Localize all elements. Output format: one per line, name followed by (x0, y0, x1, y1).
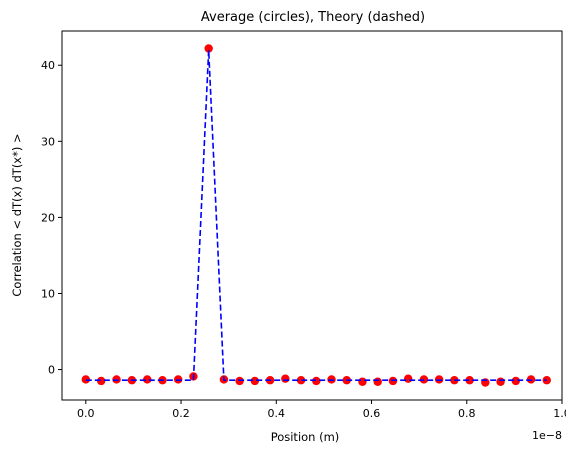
x-tick-label: 0.6 (363, 407, 381, 420)
x-tick-label: 0.0 (77, 407, 95, 420)
x-tick-label: 0.8 (458, 407, 476, 420)
y-axis-label: Correlation < dT(x) dT(x*) > (10, 133, 24, 296)
average-point (358, 377, 367, 386)
y-tick-label: 40 (41, 59, 55, 72)
x-offset-label: 1e−8 (532, 429, 562, 442)
chart-title: Average (circles), Theory (dashed) (201, 10, 425, 25)
x-tick-label: 0.2 (172, 407, 190, 420)
y-tick-label: 30 (41, 135, 55, 148)
x-tick-label: 0.4 (268, 407, 286, 420)
average-point (143, 375, 152, 384)
average-point (250, 376, 260, 386)
average-point (511, 376, 521, 386)
average-point (204, 44, 213, 53)
average-point (96, 376, 106, 386)
plot-frame (61, 30, 563, 401)
y-tick-label: 20 (41, 211, 55, 224)
average-point (373, 377, 382, 386)
average-point (542, 376, 551, 385)
y-tick-label: 0 (48, 364, 55, 377)
plot-area (81, 44, 551, 387)
average-point (312, 376, 321, 386)
average-point (465, 376, 474, 385)
average-point (496, 377, 505, 386)
average-point (296, 376, 306, 385)
x-axis-label: Position (m) (271, 430, 340, 444)
average-point (81, 375, 91, 384)
average-point (403, 374, 413, 383)
average-point (281, 374, 290, 383)
x-tick-label: 1.0 (553, 407, 566, 420)
theory-line (85, 49, 547, 382)
y-tick-label: 10 (41, 287, 55, 300)
